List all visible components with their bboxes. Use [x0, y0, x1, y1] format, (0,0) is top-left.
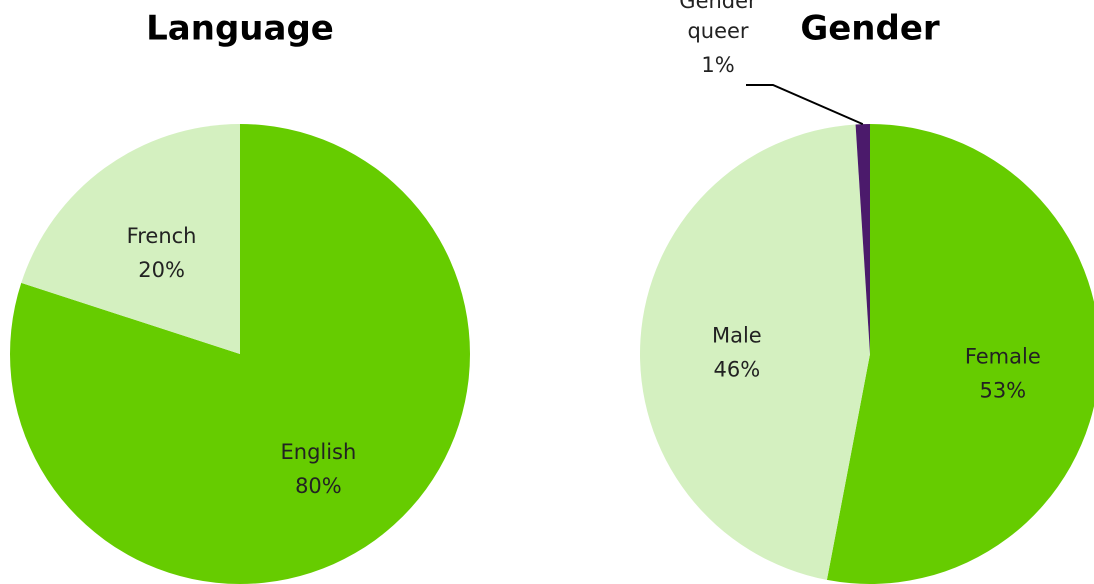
slice-value-label: 46%: [714, 358, 761, 382]
slice-label: English: [280, 440, 356, 464]
slice-value-label: 53%: [979, 379, 1026, 403]
pie-slice: [21, 124, 240, 354]
slice-label: Male: [712, 324, 762, 348]
slice-value-label: 20%: [138, 258, 185, 282]
chart-title: Language: [146, 9, 334, 49]
chart-title: Gender: [800, 9, 940, 49]
slice-label: French: [127, 224, 197, 248]
slice-label: Gender queer: [679, 0, 757, 43]
pie-slice: [855, 124, 870, 354]
pie-slice: [640, 124, 870, 580]
leader-line: [746, 84, 864, 126]
pie-slice: [9, 124, 470, 584]
pie-slice: [826, 124, 1094, 584]
slice-label: Female: [965, 345, 1041, 369]
slice-value-label: 1%: [701, 53, 734, 77]
slice-value-label: 80%: [295, 474, 342, 498]
